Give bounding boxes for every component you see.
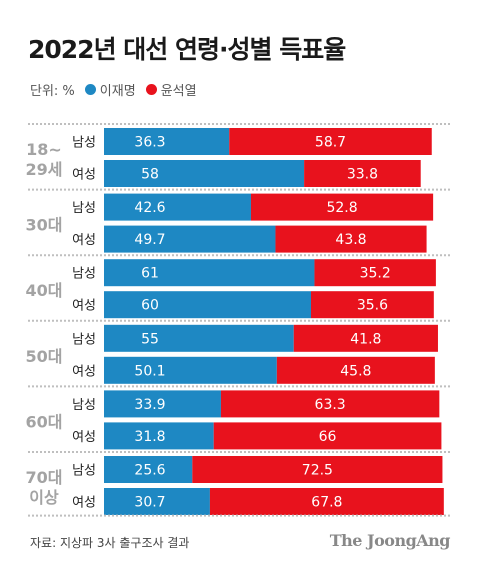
bar-yoon — [304, 160, 421, 187]
value-label-yoon: 43.8 — [335, 232, 366, 248]
bar-lee — [104, 291, 311, 319]
bar-lee — [104, 193, 251, 221]
bar-yoon — [229, 128, 432, 155]
value-label-lee: 31.8 — [134, 429, 165, 445]
value-label-yoon: 66 — [319, 429, 337, 445]
value-label-lee: 55 — [141, 331, 159, 347]
value-label-yoon: 72.5 — [302, 463, 333, 479]
bar-lee — [104, 456, 193, 483]
value-label-lee: 33.9 — [134, 397, 165, 413]
gender-label: 여성 — [72, 496, 96, 511]
gender-label: 남성 — [72, 398, 96, 413]
age-group-label: 18~ — [26, 140, 62, 159]
bar-yoon — [311, 291, 434, 319]
bar-yoon — [213, 422, 442, 450]
gender-label: 여성 — [72, 430, 96, 445]
gender-label: 남성 — [72, 267, 96, 282]
gender-label: 남성 — [72, 136, 96, 151]
bar-lee — [104, 259, 315, 287]
value-label-lee: 50.1 — [134, 363, 165, 379]
value-label-lee: 58 — [141, 167, 159, 183]
bar-yoon — [276, 356, 435, 384]
value-label-lee: 60 — [141, 298, 159, 314]
bar-lee — [104, 356, 277, 384]
legend: 단위: % 이재명 윤석열 — [30, 80, 197, 99]
bar-lee — [104, 390, 221, 418]
value-label-yoon: 45.8 — [340, 363, 371, 379]
legend-label-yoon: 윤석열 — [160, 84, 197, 99]
gender-label: 여성 — [72, 364, 96, 379]
value-label-lee: 42.6 — [134, 200, 165, 216]
bar-yoon — [220, 390, 440, 418]
value-label-lee: 36.3 — [134, 135, 165, 151]
bar-lee — [104, 324, 294, 352]
age-group-label: 60대 — [26, 412, 63, 431]
value-label-yoon: 41.8 — [350, 331, 381, 347]
bar-yoon — [293, 324, 438, 352]
legend-label-lee: 이재명 — [99, 84, 136, 99]
bar-lee — [104, 160, 305, 187]
age-group-label: 70대 — [26, 468, 63, 487]
value-label-lee: 61 — [141, 266, 159, 282]
age-group-label: 50대 — [26, 347, 63, 366]
value-label-yoon: 58.7 — [315, 135, 346, 151]
value-label-lee: 25.6 — [134, 463, 165, 479]
gender-label: 여성 — [72, 299, 96, 314]
value-label-lee: 49.7 — [134, 232, 165, 248]
bar-lee — [104, 128, 230, 155]
gender-label: 여성 — [72, 233, 96, 248]
gender-label: 남성 — [72, 464, 96, 479]
legend-swatch-yoon — [145, 84, 157, 95]
chart-title: 2022년 대선 연령·성별 득표율 — [28, 35, 346, 64]
gender-label: 남성 — [72, 201, 96, 216]
value-label-yoon: 63.3 — [315, 397, 346, 413]
gender-label: 여성 — [72, 168, 96, 183]
value-label-yoon: 35.2 — [360, 266, 391, 282]
unit-label: 단위: % — [30, 84, 75, 99]
age-group-label: 29세 — [26, 160, 63, 179]
bar-yoon — [192, 456, 443, 483]
bar-yoon — [314, 259, 436, 287]
value-label-yoon: 33.8 — [347, 167, 378, 183]
bar-lee — [104, 488, 210, 515]
bar-yoon — [275, 225, 427, 253]
age-group-label: 40대 — [26, 281, 63, 300]
bar-lee — [104, 225, 276, 253]
bar-lee — [104, 422, 214, 450]
value-label-yoon: 52.8 — [326, 200, 357, 216]
value-label-lee: 30.7 — [134, 495, 165, 511]
bar-yoon — [250, 193, 434, 221]
value-label-yoon: 67.8 — [311, 495, 342, 511]
gender-label: 남성 — [72, 332, 96, 347]
brand-logo: The JoongAng — [329, 531, 451, 550]
value-label-yoon: 35.6 — [357, 298, 388, 314]
legend-swatch-lee — [84, 84, 96, 95]
age-group-label: 이상 — [29, 488, 59, 507]
bar-yoon — [209, 488, 444, 515]
source-note: 자료: 지상파 3사 출구조사 결과 — [30, 536, 190, 550]
age-group-label: 30대 — [26, 216, 63, 235]
